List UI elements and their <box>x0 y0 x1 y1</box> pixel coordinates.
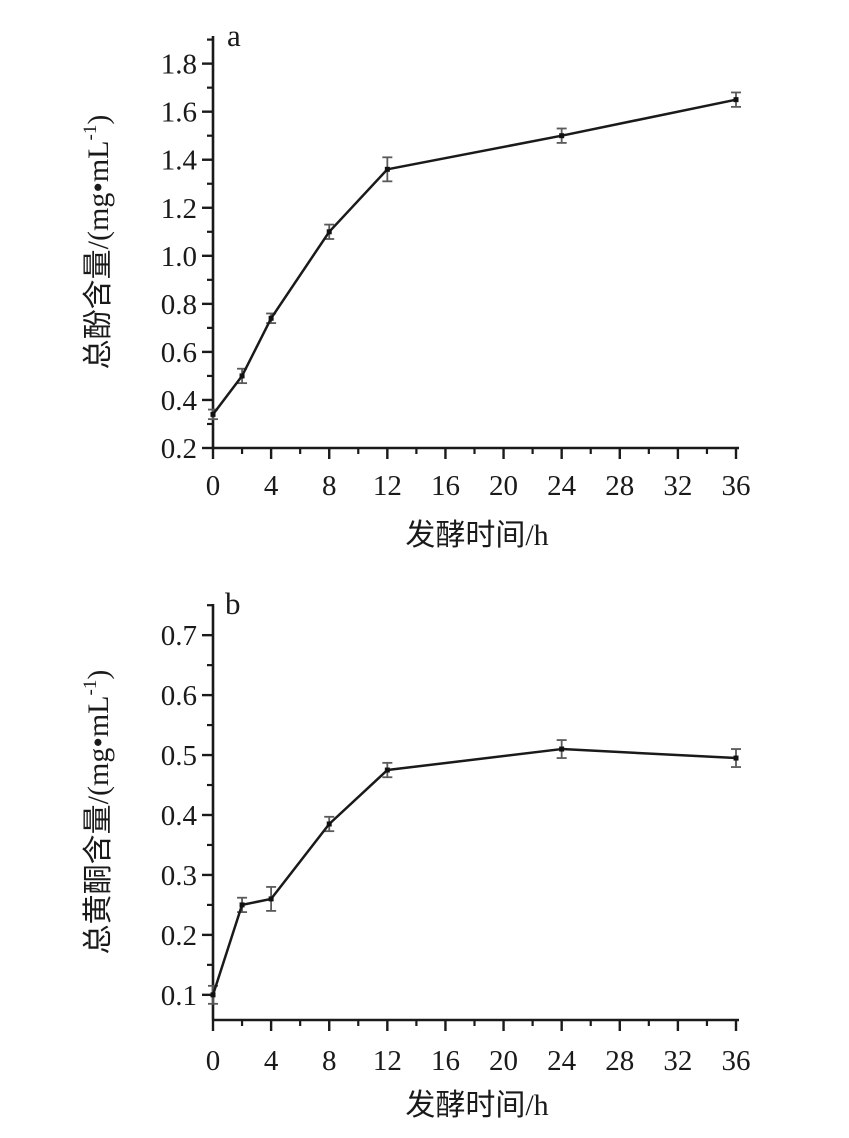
x-tick-label: 8 <box>322 470 337 502</box>
x-tick-label: 36 <box>722 1045 751 1077</box>
data-point-marker <box>239 373 245 379</box>
y-tick-label: 0.2 <box>161 920 197 952</box>
x-tick-label: 4 <box>264 470 279 502</box>
y-tick-label: 1.8 <box>161 49 197 81</box>
chart-panel-b: 0.1 0.2 0.3 0.4 0.5 0.6 0.7 0 4 8 12 16 20 24 28 32 36 b 发… <box>80 586 751 1122</box>
y-tick-label: 0.5 <box>161 740 197 772</box>
y-tick-label: 0.2 <box>161 433 197 465</box>
x-tick-label: 36 <box>722 470 751 502</box>
x-axis-title: 发酵时间/h <box>405 1089 548 1122</box>
x-tick-label: 24 <box>547 1045 577 1077</box>
y-tick-label: 0.6 <box>161 337 197 369</box>
y-tick-label: 0.8 <box>161 289 197 321</box>
x-tick-label: 12 <box>373 470 402 502</box>
x-tick-label: 4 <box>264 1045 279 1077</box>
x-tick-label: 32 <box>663 470 692 502</box>
y-tick-label: 1.0 <box>161 241 197 273</box>
x-tick-label: 0 <box>206 1045 221 1077</box>
data-point-marker <box>733 755 739 761</box>
panel-label: a <box>227 18 241 53</box>
data-point-marker <box>326 821 332 827</box>
y-tick-label: 0.4 <box>161 800 198 832</box>
x-tick-label: 20 <box>489 1045 518 1077</box>
x-axis-title: 发酵时间/h <box>405 519 548 552</box>
data-point-marker <box>384 166 390 172</box>
y-tick-label: 0.3 <box>161 860 197 892</box>
x-tick-label: 12 <box>373 1045 402 1077</box>
data-point-marker <box>268 896 274 902</box>
chart-panel-a: 0.2 0.4 0.6 0.8 1.0 1.2 1.4 1.6 1.8 0 4 8 12 16 20 24 28… <box>80 18 751 552</box>
y-axis-title: 总黄酮含量/(mg•mL-1) <box>80 670 115 955</box>
x-tick-label: 32 <box>663 1045 692 1077</box>
data-point-marker <box>326 229 332 235</box>
series-line <box>211 747 738 997</box>
data-point-marker <box>268 315 274 321</box>
panel-label: b <box>225 586 241 621</box>
data-point-marker <box>559 133 565 139</box>
data-point-marker <box>239 902 245 908</box>
data-point-marker <box>559 746 565 752</box>
data-point-marker <box>733 97 739 103</box>
x-tick-label: 28 <box>605 1045 634 1077</box>
x-tick-label: 24 <box>547 470 577 502</box>
y-tick-label: 0.4 <box>161 385 198 417</box>
y-tick-label: 1.2 <box>161 193 197 225</box>
x-tick-label: 16 <box>431 470 460 502</box>
y-tick-label: 0.1 <box>161 980 197 1012</box>
x-tick-label: 16 <box>431 1045 460 1077</box>
data-point-marker <box>210 411 216 417</box>
y-tick-label: 1.4 <box>161 145 198 177</box>
x-tick-label: 0 <box>206 470 221 502</box>
x-tick-label: 20 <box>489 470 518 502</box>
y-tick-label: 1.6 <box>161 97 197 129</box>
y-axis-title: 总酚含量/(mg•mL-1) <box>80 115 115 370</box>
series-line <box>211 98 738 416</box>
data-point-marker <box>384 767 390 773</box>
x-tick-label: 28 <box>605 470 634 502</box>
y-tick-label: 0.7 <box>161 620 197 652</box>
data-point-marker <box>210 992 216 998</box>
x-tick-label: 8 <box>322 1045 337 1077</box>
y-tick-label: 0.6 <box>161 680 197 712</box>
